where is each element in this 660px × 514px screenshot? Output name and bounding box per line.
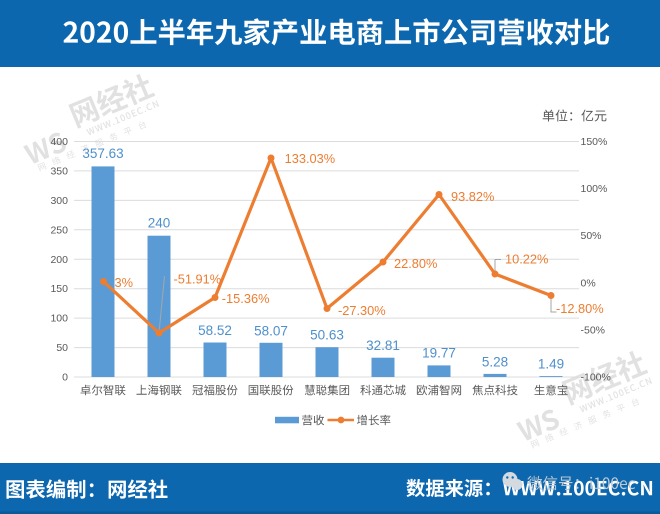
- svg-text:-12.80%: -12.80%: [556, 301, 604, 316]
- svg-text:0%: 0%: [581, 277, 596, 289]
- svg-text:19.77: 19.77: [422, 346, 456, 361]
- svg-text:-50%: -50%: [581, 324, 606, 336]
- svg-text:50: 50: [56, 342, 68, 354]
- svg-text:1.49: 1.49: [538, 357, 564, 372]
- svg-text:150%: 150%: [581, 136, 608, 148]
- svg-text:-27.30%: -27.30%: [338, 303, 386, 318]
- svg-text:50.63: 50.63: [310, 328, 344, 343]
- svg-text:58.52: 58.52: [198, 323, 232, 338]
- svg-text:32.81: 32.81: [366, 338, 400, 353]
- svg-text:-100%: -100%: [581, 372, 611, 384]
- svg-text:-15.36%: -15.36%: [222, 291, 270, 306]
- svg-text:0: 0: [62, 372, 68, 384]
- svg-text:240: 240: [148, 215, 171, 230]
- svg-text:58.07: 58.07: [254, 323, 288, 338]
- svg-text:400: 400: [50, 136, 68, 148]
- svg-text:93.82%: 93.82%: [451, 189, 494, 204]
- svg-text:200: 200: [50, 254, 68, 266]
- svg-text:357.63: 357.63: [82, 146, 123, 161]
- svg-text:10.22%: 10.22%: [505, 251, 548, 266]
- svg-text:5.28: 5.28: [482, 354, 508, 369]
- svg-text:50%: 50%: [581, 230, 602, 242]
- svg-text:100%: 100%: [581, 183, 608, 195]
- svg-text:133.03%: 133.03%: [285, 151, 336, 166]
- svg-text:22.80%: 22.80%: [394, 256, 437, 271]
- svg-text:300: 300: [50, 195, 68, 207]
- svg-text:150: 150: [50, 283, 68, 295]
- svg-text:100: 100: [50, 313, 68, 325]
- svg-text:250: 250: [50, 224, 68, 236]
- svg-text:3%: 3%: [115, 275, 134, 290]
- svg-text:350: 350: [50, 165, 68, 177]
- svg-text:-51.91%: -51.91%: [174, 271, 222, 286]
